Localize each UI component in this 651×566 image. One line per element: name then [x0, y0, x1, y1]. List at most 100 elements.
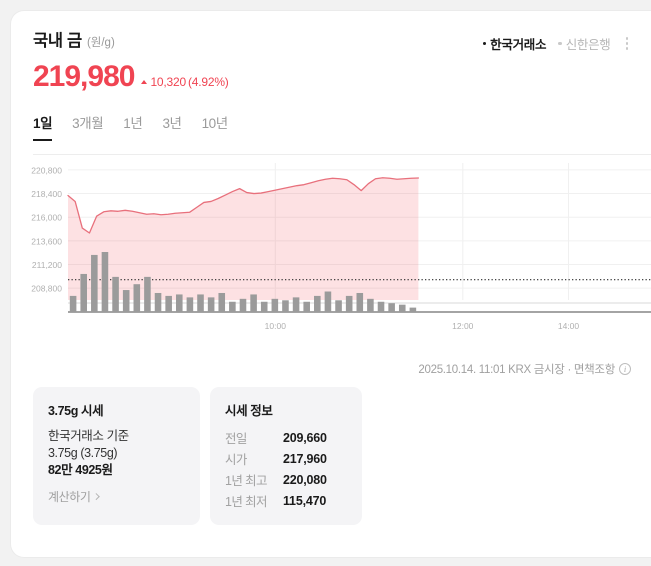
volume-bar [260, 301, 268, 312]
quote-label-year-high: 1년 최고 [225, 474, 268, 488]
quote-row: 1년 최고 220,080 [225, 470, 348, 489]
tab-1day[interactable]: 1일 [33, 112, 53, 141]
change-value: 10,320 [150, 75, 186, 89]
volume-bar [335, 300, 342, 312]
volume-bar [144, 276, 151, 312]
volume-bar [409, 307, 417, 312]
x-axis-tick-label: 12:00 [452, 321, 474, 331]
volume-bar [282, 300, 289, 312]
volume-bar [165, 295, 172, 312]
caret-up-icon [141, 80, 148, 84]
volume-bar [122, 290, 130, 312]
y-axis-tick-label: 208,800 [31, 284, 62, 294]
volume-bar [218, 292, 226, 312]
chevron-right-icon [92, 493, 99, 500]
quote-label-year-low: 1년 최저 [225, 495, 268, 509]
price-chart-svg[interactable]: 220,800 218,400 216,000 213,600 211,200 208,8… [11, 155, 651, 355]
volume-bar [250, 294, 257, 312]
kebab-menu-icon[interactable] [623, 35, 632, 52]
kebab-dot [625, 42, 628, 45]
card-quote-title: 시세 정보 [225, 404, 273, 418]
y-axis-tick-label: 220,800 [31, 165, 62, 175]
volume-bar [292, 297, 300, 312]
quote-value-year-high: 220,080 [283, 472, 327, 487]
y-axis-tick-label: 218,400 [31, 189, 62, 199]
volume-bar [314, 295, 321, 312]
price-line [67, 177, 420, 234]
y-axis-tick-label: 211,200 [32, 260, 62, 270]
volume-bar [112, 276, 119, 312]
source-option-shinhan-label: 신한은행 [565, 38, 611, 52]
page-title: 국내 금 [33, 32, 82, 50]
card-quote-info: 시세 정보 전일 209,660 시가 217,960 1년 최고 220,08… [210, 387, 362, 525]
tab-3years[interactable]: 3년 [162, 116, 182, 131]
quote-row: 1년 최저 115,470 [225, 491, 348, 510]
volume-bar [229, 301, 236, 312]
volume-bar [80, 273, 87, 312]
period-tabs: 1일 3개월 1년 3년 10년 [33, 112, 629, 141]
price-unit-label: (원/g) [86, 37, 115, 49]
volume-bar [101, 252, 109, 312]
card-375g-title: 3.75g 시세 [48, 404, 104, 418]
card-375g-price: 3.75g 시세 한국거래소 기준 3.75g (3.75g) 82만 4925… [33, 387, 200, 525]
kebab-dot [625, 37, 628, 40]
card-375g-weight: 3.75g (3.75g) [48, 446, 118, 460]
source-selector: 한국거래소 신한은행 [482, 34, 632, 53]
source-option-shinhan[interactable]: 신한은행 [558, 34, 611, 53]
card-header: 국내 금 (원/g) 한국거래소 신한은행 219,980 10,320 [11, 11, 651, 141]
price-area-fill [68, 177, 419, 300]
y-axis-tick-label: 213,600 [31, 236, 62, 246]
calculator-link-label: 계산하기 [48, 490, 91, 504]
quote-row: 시가 217,960 [225, 449, 348, 468]
volume-bar [398, 304, 406, 312]
volume-bar [186, 297, 194, 312]
card-375g-basis: 한국거래소 기준 [48, 429, 129, 443]
volume-bar [239, 298, 247, 312]
volume-bar [133, 284, 141, 312]
title-row: 국내 금 (원/g) [33, 27, 629, 51]
source-bullet-icon [482, 41, 487, 46]
quote-label-open: 시가 [225, 453, 247, 467]
change-percent: (4.92%) [187, 75, 229, 89]
quote-value-year-low: 115,470 [283, 493, 327, 508]
volume-bar [388, 303, 395, 312]
quote-value-prevclose: 209,660 [283, 430, 327, 445]
current-price: 219,980 [33, 60, 135, 93]
volume-bar [69, 295, 77, 312]
volume-bar [345, 295, 353, 312]
volume-bar [197, 294, 204, 312]
volume-bar [303, 301, 310, 312]
volume-bar [324, 291, 332, 312]
calculator-link[interactable]: 계산하기 [48, 488, 186, 505]
price-change: 10,320 (4.92%) [141, 75, 229, 89]
card-375g-value: 82만 4925원 [48, 463, 113, 477]
tab-10years[interactable]: 10년 [201, 116, 229, 131]
x-axis-tick-label: 14:00 [558, 321, 580, 331]
volume-bar [271, 298, 279, 312]
source-bullet-icon [558, 41, 562, 46]
kebab-dot [625, 47, 628, 50]
quote-value-open: 217,960 [283, 451, 327, 466]
source-option-krx[interactable]: 한국거래소 [482, 34, 547, 53]
quote-label-prevclose: 전일 [225, 432, 247, 446]
price-chart[interactable]: 220,800 218,400 216,000 213,600 211,200 208,8… [11, 155, 651, 355]
y-axis-tick-label: 216,000 [31, 213, 62, 223]
source-option-krx-label: 한국거래소 [490, 38, 547, 52]
info-circle-icon[interactable]: i [619, 363, 631, 375]
volume-bar [377, 301, 385, 312]
volume-bar [367, 298, 374, 312]
tab-1year[interactable]: 1년 [123, 116, 143, 131]
volume-bar [207, 297, 215, 312]
volume-bar [175, 294, 183, 312]
price-row: 219,980 10,320 (4.92%) [33, 62, 629, 92]
gold-price-card: 국내 금 (원/g) 한국거래소 신한은행 219,980 10,320 [10, 10, 651, 558]
volume-bar [91, 254, 98, 312]
chart-timestamp: 2025.10.14. 11:01 KRX 금시장 · 면책조항 [418, 364, 615, 376]
volume-bar [356, 292, 364, 312]
tab-divider [33, 154, 651, 155]
x-axis-tick-label: 10:00 [265, 321, 287, 331]
info-cards: 3.75g 시세 한국거래소 기준 3.75g (3.75g) 82만 4925… [11, 377, 651, 525]
timestamp-row: 2025.10.14. 11:01 KRX 금시장 · 면책조항 i [11, 361, 651, 377]
tab-3months[interactable]: 3개월 [72, 116, 104, 131]
volume-bar [154, 292, 162, 312]
